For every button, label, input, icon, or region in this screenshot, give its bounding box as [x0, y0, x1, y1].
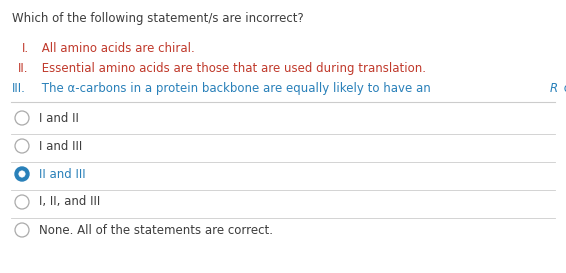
Text: All amino acids are chiral.: All amino acids are chiral.	[38, 42, 195, 55]
Text: I, II, and III: I, II, and III	[39, 195, 100, 209]
Circle shape	[19, 171, 25, 177]
Text: The α-carbons in a protein backbone are equally likely to have an: The α-carbons in a protein backbone are …	[38, 82, 435, 95]
Text: II and III: II and III	[39, 168, 85, 180]
Circle shape	[15, 111, 29, 125]
Text: None. All of the statements are correct.: None. All of the statements are correct.	[39, 224, 273, 236]
Text: Essential amino acids are those that are used during translation.: Essential amino acids are those that are…	[38, 62, 426, 75]
Text: II.: II.	[18, 62, 28, 75]
Text: I and II: I and II	[39, 111, 79, 124]
Text: R: R	[550, 82, 558, 95]
Text: I.: I.	[22, 42, 29, 55]
Circle shape	[15, 139, 29, 153]
Text: I and III: I and III	[39, 140, 82, 153]
Text: or: or	[560, 82, 566, 95]
Circle shape	[15, 223, 29, 237]
Text: Which of the following statement/s are incorrect?: Which of the following statement/s are i…	[12, 12, 304, 25]
Circle shape	[15, 195, 29, 209]
Text: III.: III.	[12, 82, 26, 95]
Circle shape	[15, 167, 29, 181]
